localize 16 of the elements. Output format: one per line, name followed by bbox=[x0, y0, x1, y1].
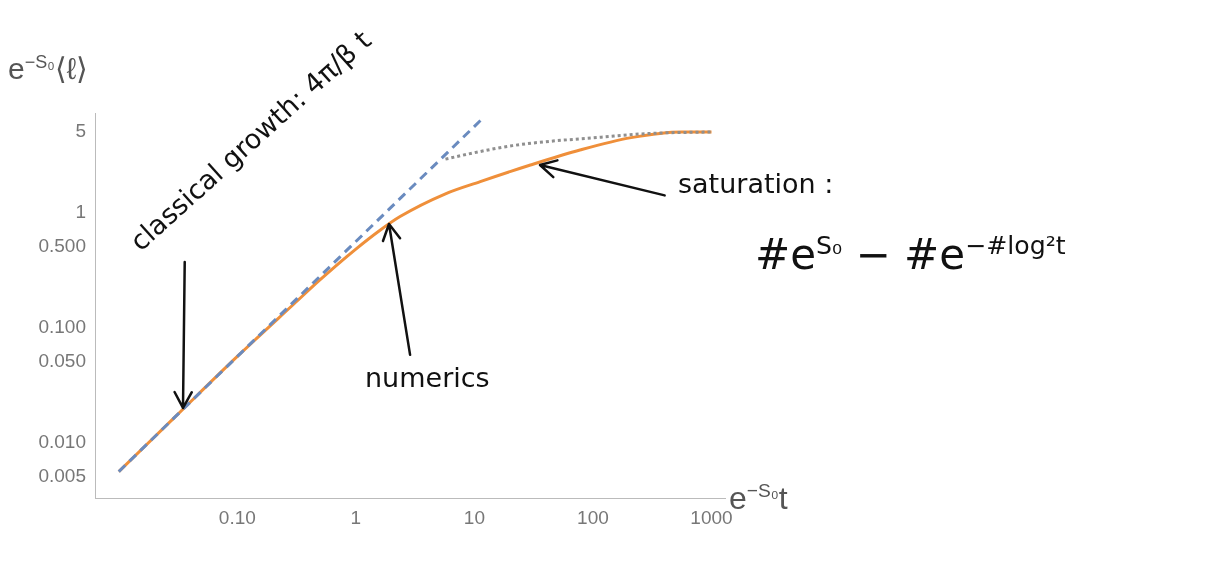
x-tick-label: 1 bbox=[350, 506, 362, 528]
annotation: numerics bbox=[365, 362, 490, 393]
x-tick-label: 10 bbox=[463, 506, 485, 528]
annotation: saturation : bbox=[678, 168, 834, 199]
y-tick-label: 5 bbox=[75, 120, 86, 142]
y-tick-label: 0.005 bbox=[38, 465, 86, 487]
x-tick-label: 0.10 bbox=[218, 506, 256, 528]
x-tick-label: 100 bbox=[577, 506, 609, 528]
y-axis-title: e$^{−S₀}$⟨ℓ⟩ bbox=[8, 51, 89, 86]
y-tick-label: 1 bbox=[75, 200, 86, 222]
x-tick-label: 1000 bbox=[690, 506, 733, 528]
y-tick-label: 0.100 bbox=[38, 315, 86, 337]
y-tick-label: 0.010 bbox=[38, 430, 86, 452]
y-tick-label: 0.500 bbox=[38, 235, 86, 257]
y-tick-label: 0.050 bbox=[38, 350, 86, 372]
text: #e$^{S₀}$ − #e$^{−#log²t}$ bbox=[755, 230, 1066, 279]
